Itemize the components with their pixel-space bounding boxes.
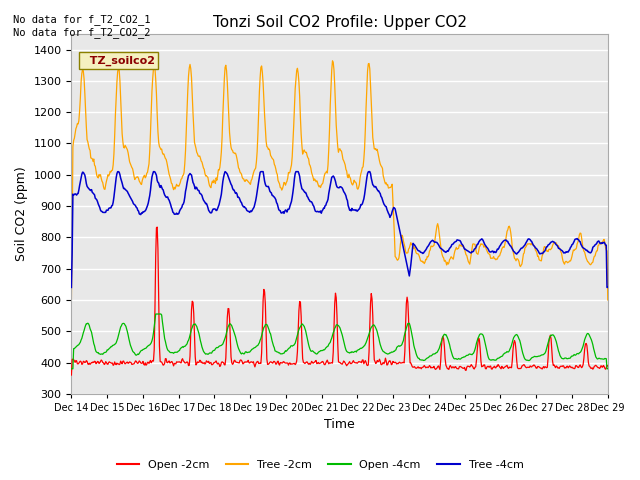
Y-axis label: Soil CO2 (ppm): Soil CO2 (ppm) — [15, 167, 28, 261]
Legend: Open -2cm, Tree -2cm, Open -4cm, Tree -4cm: Open -2cm, Tree -2cm, Open -4cm, Tree -4… — [112, 456, 528, 474]
Title: Tonzi Soil CO2 Profile: Upper CO2: Tonzi Soil CO2 Profile: Upper CO2 — [212, 15, 467, 30]
Text: No data for f_T2_CO2_1
No data for f_T2_CO2_2: No data for f_T2_CO2_1 No data for f_T2_… — [13, 14, 150, 38]
X-axis label: Time: Time — [324, 419, 355, 432]
Text: TZ_soilco2: TZ_soilco2 — [82, 56, 155, 66]
